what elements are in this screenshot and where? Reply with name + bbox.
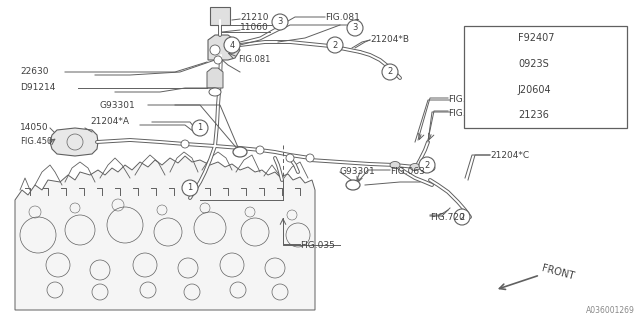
Ellipse shape: [390, 162, 400, 169]
Text: 0923S: 0923S: [518, 59, 548, 69]
Ellipse shape: [410, 164, 420, 171]
Circle shape: [419, 157, 435, 173]
Circle shape: [481, 31, 495, 45]
Text: FIG.450: FIG.450: [20, 138, 52, 147]
Circle shape: [481, 108, 495, 122]
Circle shape: [214, 56, 222, 64]
Text: 11060: 11060: [240, 23, 269, 33]
Circle shape: [224, 37, 240, 53]
Text: FIG.063: FIG.063: [390, 167, 425, 177]
Text: A036001269: A036001269: [586, 306, 635, 315]
Text: G93301: G93301: [340, 167, 376, 177]
Circle shape: [347, 20, 363, 36]
Text: FIG.720: FIG.720: [448, 108, 483, 117]
Circle shape: [181, 140, 189, 148]
Text: 2: 2: [460, 212, 465, 221]
Polygon shape: [208, 35, 240, 60]
Text: 2: 2: [387, 68, 392, 76]
Circle shape: [327, 37, 343, 53]
Bar: [210, 7, 230, 25]
Text: 3: 3: [486, 85, 491, 94]
Circle shape: [182, 180, 198, 196]
Circle shape: [481, 83, 495, 97]
Text: 22630: 22630: [20, 68, 49, 76]
Text: F92407: F92407: [518, 33, 554, 44]
Bar: [464, 26, 627, 128]
Text: 21204*B: 21204*B: [370, 36, 409, 44]
Ellipse shape: [209, 88, 221, 96]
Ellipse shape: [233, 147, 247, 157]
Text: 4: 4: [229, 41, 235, 50]
Text: D91214: D91214: [20, 84, 56, 92]
Text: 1: 1: [486, 34, 491, 43]
Ellipse shape: [425, 164, 435, 172]
Text: 3: 3: [352, 23, 358, 33]
Text: 2: 2: [332, 41, 338, 50]
Text: 1: 1: [188, 183, 193, 193]
Text: G93301: G93301: [100, 100, 136, 109]
Text: 2: 2: [424, 161, 429, 170]
Text: 14050: 14050: [20, 124, 49, 132]
Text: FIG.081: FIG.081: [325, 12, 360, 21]
Circle shape: [256, 146, 264, 154]
Text: FIG.035: FIG.035: [300, 241, 335, 250]
Text: FIG.081: FIG.081: [238, 55, 270, 65]
Text: 21204*A: 21204*A: [90, 117, 129, 126]
Circle shape: [306, 154, 314, 162]
Text: 21210: 21210: [240, 12, 269, 21]
Text: 21204*C: 21204*C: [490, 150, 529, 159]
Circle shape: [286, 154, 294, 162]
Text: 21236: 21236: [518, 110, 549, 120]
Text: 1: 1: [197, 124, 203, 132]
Circle shape: [192, 120, 208, 136]
Text: 3: 3: [277, 18, 283, 27]
Text: 4: 4: [486, 111, 491, 120]
Polygon shape: [50, 128, 98, 156]
Circle shape: [454, 209, 470, 225]
Ellipse shape: [346, 180, 360, 190]
Text: FIG.720: FIG.720: [430, 213, 465, 222]
Polygon shape: [207, 68, 223, 88]
Text: J20604: J20604: [518, 84, 552, 95]
Circle shape: [210, 45, 220, 55]
Circle shape: [382, 64, 398, 80]
Polygon shape: [15, 156, 315, 310]
Text: FRONT: FRONT: [540, 263, 575, 281]
Text: 2: 2: [486, 60, 491, 68]
Circle shape: [481, 57, 495, 71]
Circle shape: [272, 14, 288, 30]
Text: FIG.063: FIG.063: [448, 95, 483, 105]
